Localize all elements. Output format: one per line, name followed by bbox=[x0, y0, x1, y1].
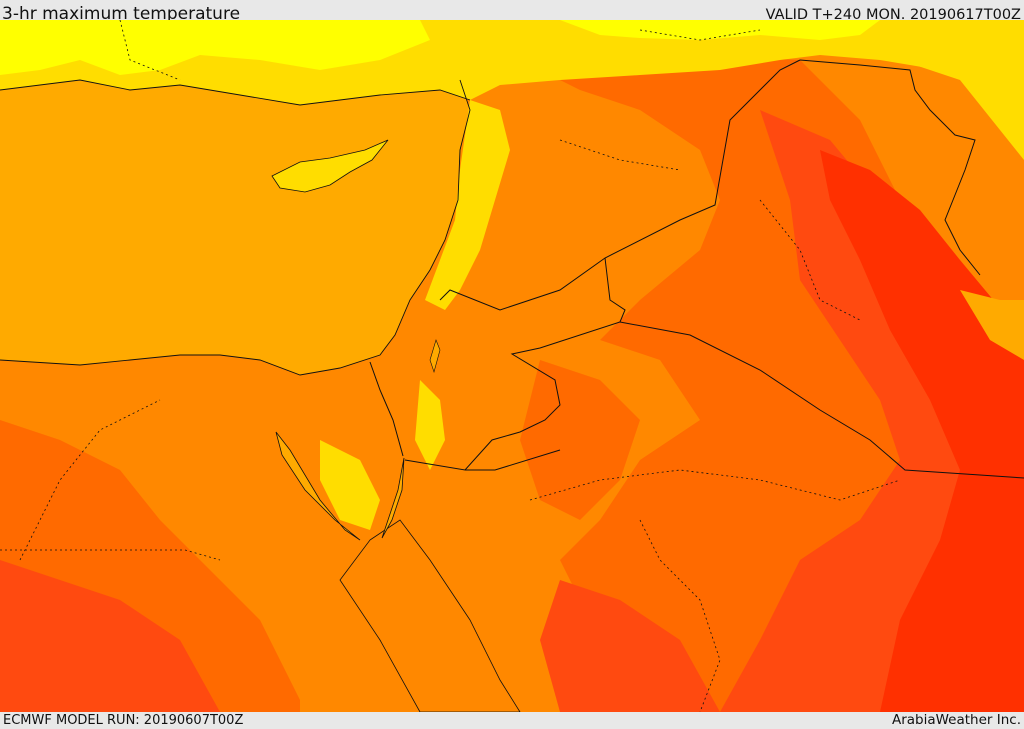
mediterranean-sea bbox=[0, 70, 470, 375]
province-borders bbox=[0, 20, 901, 712]
map-title: 3-hr maximum temperature bbox=[2, 4, 241, 24]
cyprus-island bbox=[271, 139, 389, 193]
temperature-map[interactable] bbox=[0, 20, 1024, 712]
coolest-zone-northeast bbox=[560, 20, 880, 40]
cool-zone-iran bbox=[900, 60, 1024, 160]
hot-zone-central bbox=[520, 360, 640, 520]
hotter-zone-egypt bbox=[0, 560, 220, 712]
hottest-zone bbox=[820, 150, 1024, 712]
red-sea bbox=[339, 519, 521, 712]
cool-zone-levant bbox=[425, 100, 510, 310]
credit-label: ArabiaWeather Inc. bbox=[891, 712, 1021, 728]
hotter-zone-south bbox=[540, 580, 720, 712]
model-run-label: ECMWF MODEL RUN: 20190607T00Z bbox=[3, 713, 244, 728]
footer-bar: ECMWF MODEL RUN: 20190607T00Z ArabiaWeat… bbox=[0, 712, 1024, 729]
coolest-zone-north bbox=[0, 20, 430, 75]
map-canvas bbox=[0, 20, 1024, 712]
coastlines bbox=[0, 79, 471, 376]
cool-zone-negev bbox=[415, 380, 445, 470]
gulf-of-suez bbox=[275, 431, 361, 541]
cool-zone-sinai bbox=[320, 440, 380, 530]
persian-gulf bbox=[960, 290, 1024, 360]
header-bar: 3-hr maximum temperature VALID T+240 MON… bbox=[0, 0, 1024, 24]
dead-sea bbox=[429, 339, 441, 374]
valid-time-label: VALID T+240 MON. 20190617T00Z bbox=[765, 7, 1021, 23]
country-borders bbox=[369, 59, 1024, 479]
gulf-of-aqaba bbox=[381, 457, 405, 539]
